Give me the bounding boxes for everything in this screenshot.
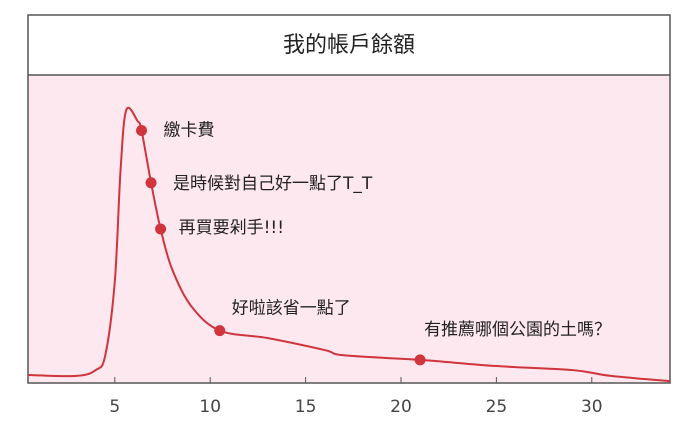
- annotation-marker: [155, 223, 167, 235]
- x-tick-label: 5: [109, 397, 120, 417]
- annotation-marker: [136, 124, 148, 136]
- frame: [27, 14, 671, 384]
- x-tick-label: 30: [581, 397, 603, 417]
- x-tick-label: 25: [486, 397, 508, 417]
- x-tick-label: 10: [199, 397, 221, 417]
- annotation-label: 好啦該省一點了: [232, 299, 351, 319]
- annotation-label: 是時候對自己好一點了T_T: [173, 174, 373, 194]
- annotation-label: 再買要剁手!!!: [179, 218, 284, 238]
- x-tick-label: 20: [390, 397, 412, 417]
- annotation-marker: [145, 177, 157, 189]
- annotation-label: 有推薦哪個公園的土嗎？: [424, 320, 611, 340]
- annotation-marker: [214, 325, 226, 337]
- annotation-marker: [414, 354, 426, 366]
- chart-title: 我的帳戶餘額: [283, 33, 415, 58]
- balance-line: [27, 106, 671, 383]
- annotation-label: 繳卡費: [164, 120, 215, 140]
- plot-background: [28, 75, 670, 383]
- x-tick-label: 15: [295, 397, 317, 417]
